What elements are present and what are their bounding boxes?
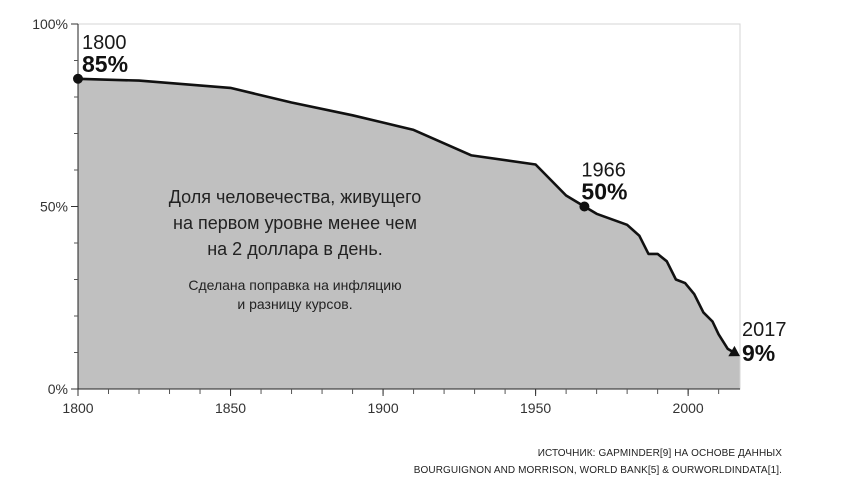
annotation-year: 1966 (581, 160, 626, 182)
annotation-value: 9% (742, 340, 775, 366)
x-tick-label: 1950 (520, 400, 551, 416)
source-line-1: ИСТОЧНИК: GAPMINDER[9] НА ОСНОВЕ ДАННЫХ (537, 448, 782, 459)
annotation-year: 1800 (82, 32, 127, 54)
line-end-arrow (728, 345, 740, 357)
annotation-value: 50% (581, 179, 627, 205)
y-tick-label: 50% (40, 199, 68, 215)
description-line-2: на первом уровне менее чем (173, 213, 417, 233)
note-line-1: Сделана поправка на инфляцию (188, 277, 402, 293)
note-line-2: и разницу курсов. (237, 296, 353, 312)
chart-description: Доля человечества, живущего на первом ур… (140, 184, 450, 262)
description-line-3: на 2 доллара в день. (207, 239, 383, 259)
annotation-value: 85% (82, 51, 128, 77)
chart-note: Сделана поправка на инфляцию и разницу к… (150, 276, 440, 314)
x-tick-label: 1900 (367, 400, 398, 416)
source-line-2: BOURGUIGNON AND MORRISON, WORLD BANK[5] … (413, 465, 782, 476)
y-tick-label: 100% (32, 16, 68, 32)
y-tick-label: 0% (48, 381, 68, 397)
source-note: ИСТОЧНИК: GAPMINDER[9] НА ОСНОВЕ ДАННЫХ … (414, 445, 782, 479)
annotation-point (73, 73, 83, 84)
x-tick-label: 1850 (215, 400, 246, 416)
x-tick-label: 1800 (62, 400, 93, 416)
annotation-year: 2017 (742, 319, 787, 341)
x-tick-label: 2000 (673, 400, 704, 416)
poverty-share-area (78, 78, 740, 390)
poverty-share-line (77, 77, 734, 354)
description-line-1: Доля человечества, живущего (168, 187, 422, 207)
annotation-point (579, 201, 590, 212)
